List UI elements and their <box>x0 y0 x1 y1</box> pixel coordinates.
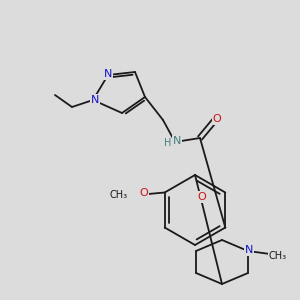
Text: H: H <box>164 138 171 148</box>
Text: N: N <box>91 95 99 105</box>
Text: CH₃: CH₃ <box>269 251 287 261</box>
Text: O: O <box>198 192 206 202</box>
Text: N: N <box>245 245 253 255</box>
Text: CH₃: CH₃ <box>110 190 128 200</box>
Text: O: O <box>139 188 148 199</box>
Text: N: N <box>104 69 112 79</box>
Text: N: N <box>173 136 181 146</box>
Text: O: O <box>213 114 221 124</box>
